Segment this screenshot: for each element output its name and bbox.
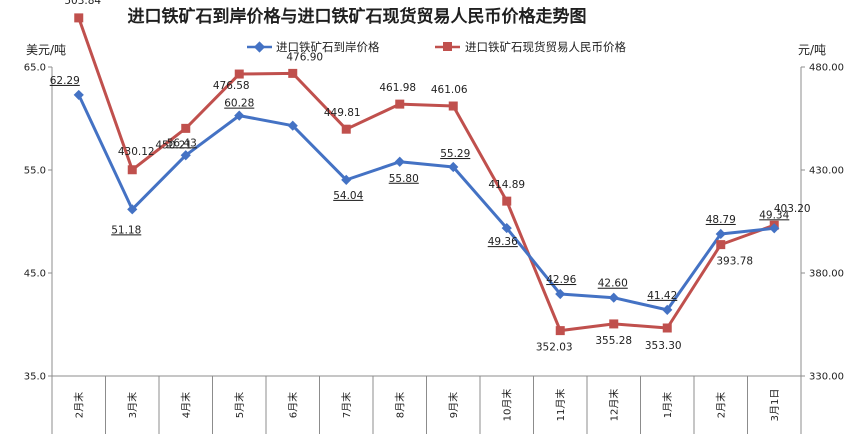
data-point-rmb-price	[181, 123, 191, 133]
x-tick-label: 2月末	[72, 392, 85, 418]
y-left-tick-label: 65.0	[24, 63, 46, 74]
data-label-cif-price: 49.34	[759, 209, 789, 221]
data-point-rmb-price	[288, 68, 298, 78]
data-label-cif-price: 42.96	[546, 274, 576, 286]
data-point-rmb-price	[395, 99, 405, 109]
series-layer	[73, 13, 780, 336]
data-label-rmb-price: 450.21	[155, 139, 192, 151]
y-left-tick-label: 45.0	[24, 269, 46, 280]
axes: 65.0 55.0 45.0 35.0 480.00 430.00 380.00 330.00…	[24, 63, 844, 434]
data-label-cif-price: 55.80	[389, 173, 419, 185]
data-label-cif-price: 62.29	[50, 75, 80, 87]
y-right-tick-label: 480.00	[809, 63, 844, 74]
y-right-unit: 元/吨	[798, 43, 826, 57]
data-labels: 62.29 51.18 56.43 60.28 54.04 55.80 55.29 49.36…	[50, 0, 811, 354]
data-label-cif-price: 49.36	[488, 236, 518, 248]
data-label-rmb-price: 353.30	[645, 340, 682, 352]
series-line-cif-price	[77, 94, 775, 312]
data-label-rmb-price: 430.12	[118, 146, 155, 158]
x-tick-label: 2月末	[714, 392, 727, 418]
data-point-rmb-price	[234, 69, 244, 79]
data-point-rmb-price	[555, 326, 565, 336]
y-right-tick-label: 430.00	[809, 166, 844, 177]
x-tick-label: 12月末	[607, 389, 620, 422]
y-left-unit: 美元/吨	[26, 43, 66, 57]
legend-label-series-2: 进口铁矿石现货贸易人民币价格	[465, 40, 626, 54]
y-left-tick-label: 35.0	[24, 372, 46, 383]
x-tick-label: 6月末	[286, 392, 299, 418]
x-tick-label: 1月末	[661, 392, 674, 418]
data-point-rmb-price	[127, 165, 137, 175]
y-right-tick-label: 380.00	[809, 269, 844, 280]
data-point-rmb-price	[502, 196, 512, 206]
data-label-rmb-price: 403.20	[774, 203, 811, 215]
data-label-cif-price: 48.79	[706, 214, 736, 226]
x-tick-label: 10月末	[500, 389, 513, 422]
x-tick-label: 11月末	[554, 389, 567, 422]
data-point-rmb-price	[662, 323, 672, 333]
legend: 进口铁矿石到岸价格 进口铁矿石现货贸易人民币价格	[247, 40, 626, 54]
data-label-rmb-price: 352.03	[536, 342, 573, 354]
x-tick-label: 5月末	[233, 392, 246, 418]
legend-label-series-1: 进口铁矿石到岸价格	[276, 40, 380, 54]
data-point-cif-price	[73, 89, 84, 101]
data-point-cif-price	[234, 110, 245, 121]
legend-marker-square	[443, 42, 452, 51]
data-label-cif-price: 51.18	[111, 224, 141, 236]
x-tick-label: 3月末	[126, 392, 139, 418]
data-label-rmb-price: 476.58	[213, 80, 250, 92]
legend-marker-diamond	[253, 41, 266, 53]
data-label-rmb-price: 414.89	[488, 179, 525, 191]
data-label-rmb-price: 461.06	[431, 84, 468, 96]
data-point-rmb-price	[716, 240, 726, 250]
data-point-cif-price	[662, 304, 673, 315]
x-tick-label: 9月末	[447, 392, 460, 418]
data-label-rmb-price: 476.90	[286, 51, 323, 63]
x-tick-label: 7月末	[340, 392, 353, 418]
data-label-rmb-price: 449.81	[324, 107, 361, 119]
x-tick-label: 4月末	[179, 392, 192, 418]
series-line-rmb-price	[77, 17, 775, 333]
data-label-rmb-price: 503.84	[64, 0, 101, 7]
data-point-cif-price	[394, 156, 405, 167]
data-label-rmb-price: 461.98	[379, 82, 416, 94]
data-point-rmb-price	[74, 13, 84, 23]
data-point-cif-price	[555, 288, 566, 300]
data-label-cif-price: 54.04	[333, 190, 363, 202]
y-right-tick-label: 330.00	[809, 372, 844, 383]
data-point-rmb-price	[609, 319, 619, 329]
y-left-tick-label: 55.0	[24, 166, 46, 177]
data-label-cif-price: 55.29	[440, 148, 470, 160]
x-tick-label: 3月1日	[769, 389, 781, 422]
x-tick-label: 8月末	[393, 392, 406, 418]
data-label-cif-price: 60.28	[224, 98, 254, 110]
data-label-rmb-price: 355.28	[595, 335, 632, 347]
data-label-cif-price: 41.42	[647, 290, 677, 302]
data-point-rmb-price	[448, 101, 458, 111]
data-point-rmb-price	[341, 124, 351, 134]
data-point-cif-price	[501, 223, 512, 234]
chart-title: 进口铁矿石到岸价格与进口铁矿石现货贸易人民币价格走势图	[128, 6, 587, 27]
data-label-rmb-price: 393.78	[716, 256, 753, 268]
data-label-cif-price: 42.60	[598, 278, 628, 290]
data-point-cif-price	[608, 292, 619, 303]
data-label-cif-price: 56.43	[167, 137, 197, 149]
